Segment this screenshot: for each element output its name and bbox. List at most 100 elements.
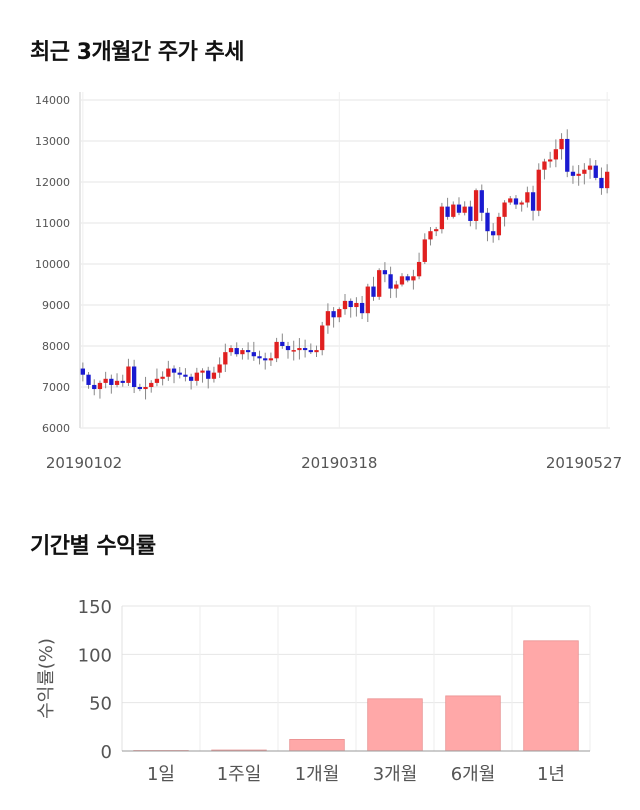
candle-body [314, 350, 319, 353]
x-tick-label: 20190527 [546, 454, 622, 472]
y-tick-label: 13000 [35, 135, 70, 148]
y-tick-label: 9000 [42, 299, 70, 312]
candle-body [120, 380, 125, 383]
candle-body [491, 231, 496, 236]
y-tick-label: 10000 [35, 258, 70, 271]
candle-body [308, 350, 313, 353]
candle-body [131, 366, 137, 387]
candle-body [143, 387, 148, 390]
candle-body [525, 192, 530, 203]
candle-body [570, 171, 576, 176]
candle-body [280, 341, 285, 346]
candle-body [359, 302, 365, 314]
candle-body [371, 286, 376, 297]
y-tick-label: 14000 [35, 94, 70, 107]
candle-body [382, 270, 388, 275]
candle-body [342, 300, 348, 310]
candle-body [257, 356, 262, 359]
x-tick-label: 1년 [537, 764, 565, 785]
candle-body [92, 384, 97, 390]
y-tick-label: 0 [101, 742, 112, 763]
candle-body [399, 276, 405, 285]
candle-body [422, 239, 427, 262]
bar [445, 695, 501, 752]
candle-body [536, 169, 541, 211]
candle-body [434, 229, 439, 232]
candle-body [114, 380, 120, 385]
candle-body [496, 216, 502, 236]
candle-body [587, 165, 593, 170]
candle-body [394, 284, 399, 289]
candle-body [80, 368, 85, 375]
candle-body [473, 190, 479, 221]
y-tick-label: 7000 [42, 381, 70, 394]
y-axis-label: 수익률(%) [36, 638, 57, 719]
y-tick-label: 6000 [42, 422, 70, 435]
candle-body [605, 171, 610, 189]
candle-body [354, 302, 359, 308]
y-tick-label: 150 [78, 597, 112, 618]
candle-body [240, 350, 245, 355]
candle-body [297, 348, 302, 351]
candle-body [109, 378, 114, 385]
candle-body [137, 387, 142, 390]
candle-body [245, 350, 251, 353]
candle-body [542, 161, 547, 170]
x-tick-label: 20190318 [301, 454, 377, 472]
candle-body [103, 378, 108, 383]
candle-body [217, 364, 222, 373]
candle-body [302, 348, 308, 351]
candle-body [166, 368, 171, 377]
candle-body [263, 358, 268, 361]
candle-body [97, 382, 103, 390]
candle-body [468, 206, 473, 221]
candle-body [274, 341, 279, 359]
candle-body [200, 370, 205, 373]
x-tick-label: 3개월 [373, 764, 418, 785]
candle-body [388, 274, 393, 289]
candle-body [365, 286, 370, 314]
candle-body [582, 169, 587, 174]
candle-body [416, 261, 422, 277]
candle-body [331, 311, 336, 318]
bar [523, 640, 579, 752]
candle-body [593, 165, 598, 178]
candle-body [405, 276, 410, 281]
candle-body [548, 159, 553, 162]
candle-body [291, 350, 296, 352]
y-tick-label: 50 [89, 694, 112, 715]
candle-body [559, 138, 564, 150]
candle-body [348, 300, 353, 308]
x-tick-label: 1일 [147, 764, 175, 785]
candle-body [599, 177, 604, 189]
candle-body [428, 231, 433, 240]
x-tick-label: 1개월 [295, 764, 340, 785]
candle-body [553, 149, 559, 160]
candle-body [188, 376, 194, 381]
candle-body [320, 325, 325, 351]
candle-body [149, 382, 154, 387]
candlestick-chart: 6000 7000 8000 9000 10000 11000 12000 13000 1400… [35, 92, 622, 472]
y-tick-label: 12000 [35, 176, 70, 189]
candle-body [502, 202, 507, 217]
candle-body [456, 204, 462, 213]
candle-body [325, 311, 331, 326]
candle-body [411, 276, 416, 281]
candle-body [228, 348, 234, 353]
y-tick-label: 100 [78, 645, 112, 666]
candle-body [462, 206, 467, 213]
candle-body [445, 206, 450, 217]
candle-body [439, 206, 445, 230]
candle-body [565, 138, 570, 172]
candle-body [530, 192, 536, 211]
returns-title: 기간별 수익률 [30, 534, 156, 559]
price-trend-title: 최근 3개월간 주가 추세 [30, 40, 244, 65]
candle-body [177, 372, 182, 375]
candle-body [86, 374, 91, 385]
candle-body [194, 372, 199, 381]
candle-body [251, 352, 256, 357]
candle-body [160, 376, 165, 379]
candle-body [479, 190, 484, 213]
candle-body [154, 378, 160, 383]
